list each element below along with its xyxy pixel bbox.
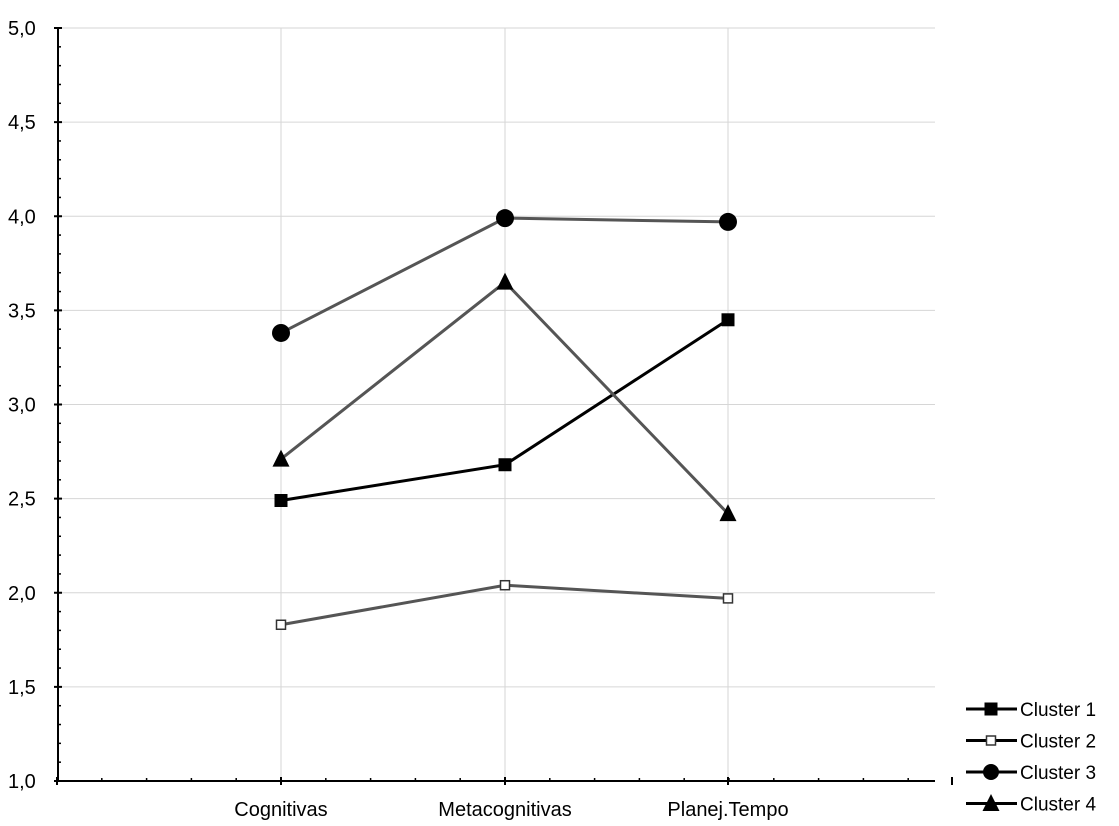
data-point — [985, 735, 997, 746]
data-point — [983, 764, 999, 780]
data-point — [982, 794, 1000, 811]
y-tick-label: 2,0 — [8, 583, 36, 605]
data-point — [719, 504, 737, 522]
y-tick-label: 1,0 — [8, 771, 36, 793]
series-cluster-1 — [274, 313, 735, 508]
legend-item: Cluster 1 — [966, 700, 1096, 721]
legend-label: Cluster 4 — [1020, 795, 1096, 816]
y-tick-label: 2,5 — [8, 489, 36, 511]
y-tick-label: 3,0 — [8, 395, 36, 417]
data-point — [722, 593, 734, 604]
y-tick-label: 4,0 — [8, 206, 36, 228]
series-group — [272, 209, 737, 631]
data-point — [272, 323, 290, 342]
series-cluster-3 — [272, 209, 737, 342]
x-tick-label: Planej.Tempo — [667, 799, 788, 821]
legend-item: Cluster 2 — [966, 732, 1096, 753]
legend-item: Cluster 3 — [966, 763, 1096, 784]
x-tick-label: Metacognitivas — [438, 799, 571, 821]
legend-item: Cluster 4 — [966, 794, 1096, 816]
data-point — [984, 702, 998, 716]
data-point — [272, 449, 290, 467]
legend: Cluster 1 Cluster 2 Cluster 3 Cluster 4 — [966, 700, 1096, 816]
y-tick-label: 3,5 — [8, 300, 36, 322]
series-cluster-2 — [275, 579, 734, 631]
y-tick-label: 5,0 — [8, 18, 36, 40]
legend-label: Cluster 1 — [1020, 700, 1096, 721]
data-point — [721, 313, 735, 327]
legend-label: Cluster 2 — [1020, 732, 1096, 753]
y-tick-label: 1,5 — [8, 677, 36, 699]
legend-label: Cluster 3 — [1020, 763, 1096, 784]
data-point — [498, 458, 512, 472]
data-point — [719, 212, 737, 231]
series-cluster-4 — [272, 272, 737, 522]
data-point — [275, 619, 287, 631]
data-point — [499, 579, 511, 591]
data-point — [274, 494, 288, 508]
y-tick-label: 4,5 — [8, 112, 36, 134]
data-point — [496, 209, 514, 228]
data-point — [496, 272, 514, 290]
y-axis-ticks: 1,0 1,5 2,0 2,5 3,0 3,5 4,0 4,5 5,0 — [8, 18, 62, 793]
x-axis-ticks: Cognitivas Metacognitivas Planej.Tempo — [56, 777, 953, 821]
x-tick-label: Cognitivas — [234, 799, 327, 821]
